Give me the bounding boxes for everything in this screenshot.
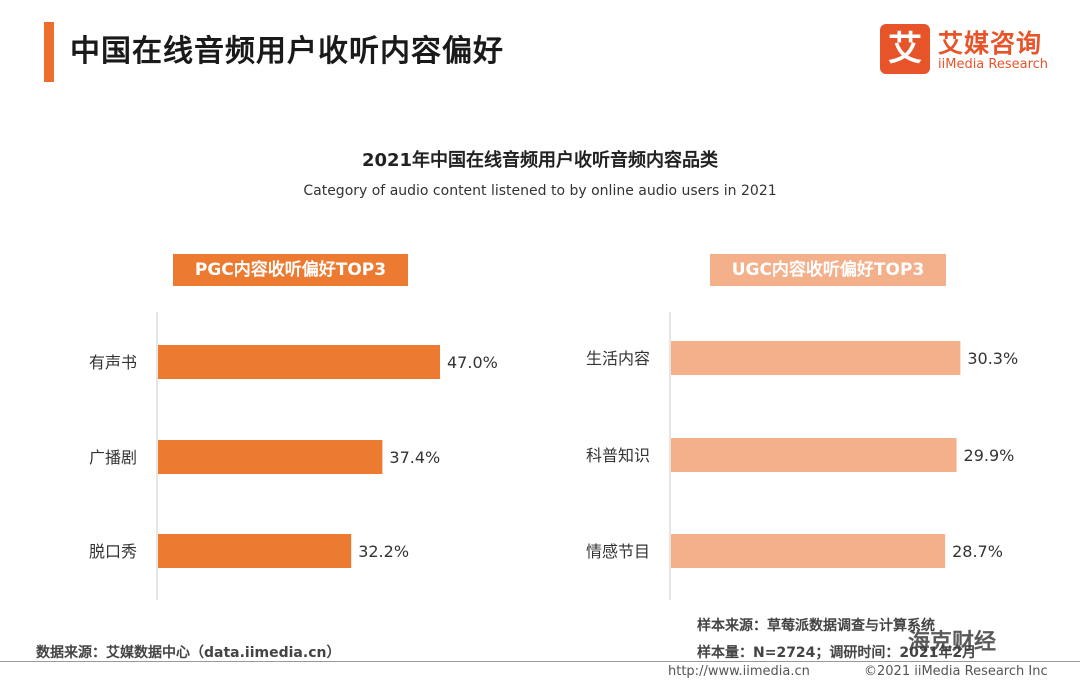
pgc-panel-header: PGC内容收听偏好TOP3 [173,254,408,286]
logo-name-cn: 艾媒咨询 [938,29,1043,58]
ugc-bar-1 [671,438,957,472]
sample-source-note: 样本来源：草莓派数据调查与计算系统 [697,618,935,634]
ugc-category-label-0: 生活内容 [586,349,650,368]
pgc-category-label-0: 有声书 [89,353,137,372]
pgc-value-label-2: 32.2% [358,542,409,561]
watermark: 海克财经 [908,630,997,655]
chart-title: 2021年中国在线音频用户收听音频内容品类 [361,150,719,171]
ugc-value-label-2: 28.7% [952,542,1003,561]
pgc-value-label-0: 47.0% [447,353,498,372]
sample-size-note: 样本量：N=2724；调研时间：2021年2月 [697,645,977,661]
ugc-value-label-1: 29.9% [964,446,1015,465]
pgc-category-label-2: 脱口秀 [89,542,137,561]
logo-mark: 艾 [880,24,930,74]
iimedia-logo: 艾 艾媒咨询 iiMedia Research [880,24,1070,80]
logo-name-en: iiMedia Research [938,57,1049,72]
data-source-note: 数据来源：艾媒数据中心（data.iimedia.cn） [36,645,341,661]
ugc-bar-0 [671,341,961,375]
ugc-bar-2 [671,534,946,568]
page-title: 中国在线音频用户收听内容偏好 [70,34,504,69]
footer-divider [0,661,1080,662]
title-accent-bar [44,22,54,82]
pgc-value-label-1: 37.4% [389,448,440,467]
ugc-category-label-2: 情感节目 [586,542,650,561]
pgc-bar-1 [158,440,383,474]
pgc-category-label-1: 广播剧 [89,448,137,467]
ugc-category-label-1: 科普知识 [586,446,650,465]
ugc-panel-header: UGC内容收听偏好TOP3 [710,254,946,286]
ugc-value-label-0: 30.3% [967,349,1018,368]
pgc-bar-0 [158,345,440,379]
footer-url-link[interactable]: http://www.iimedia.cn [668,664,810,679]
chart-subtitle: Category of audio content listened to by… [303,183,777,199]
pgc-bar-2 [158,534,352,568]
footer-copyright: ©2021 iiMedia Research Inc [864,664,1048,679]
